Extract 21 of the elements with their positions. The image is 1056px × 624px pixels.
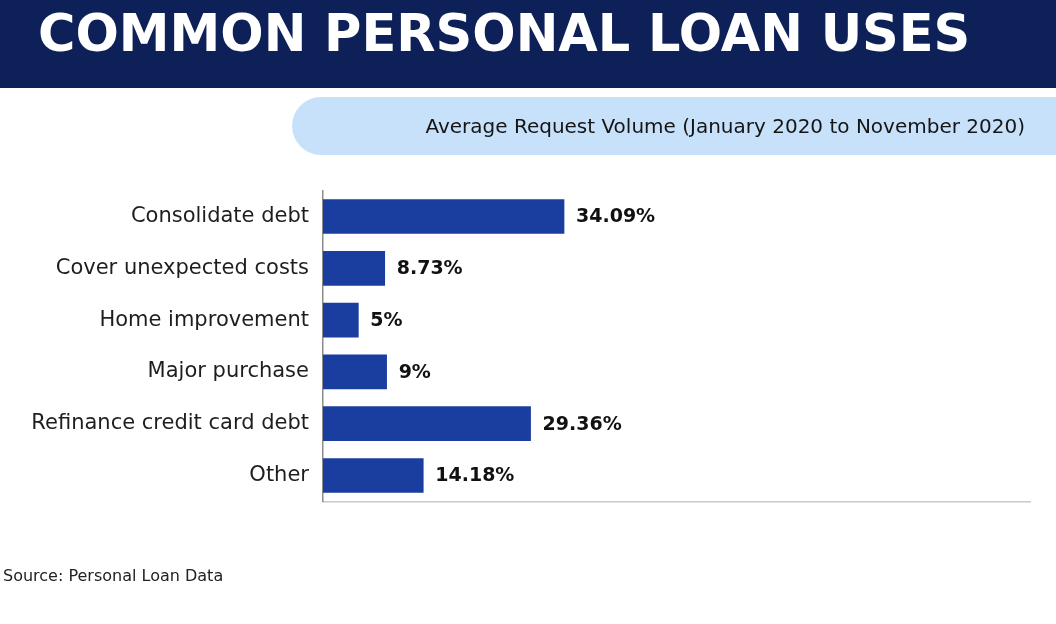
y-tick-label: Cover unexpected costs — [55, 254, 309, 279]
bar — [323, 199, 565, 234]
bar — [323, 354, 387, 390]
data-label: 5% — [370, 308, 403, 331]
chart-title: COMMON PERSONAL LOAN USES — [38, 4, 971, 64]
data-label: 14.18% — [435, 463, 515, 486]
data-label: 34.09% — [576, 204, 656, 227]
data-label: 8.73% — [396, 256, 463, 279]
data-label: 29.36% — [542, 411, 622, 434]
y-tick-label: Consolidate debt — [130, 202, 309, 227]
data-label: 9% — [398, 359, 431, 382]
y-tick-label: Major purchase — [147, 358, 309, 383]
y-tick-label: Home improvement — [99, 306, 309, 331]
bar — [323, 458, 424, 493]
chart-subtitle: Average Request Volume (January 2020 to November 2020) — [425, 113, 1025, 140]
y-tick-label: Refinance credit card debt — [31, 410, 309, 435]
bar — [323, 406, 531, 442]
y-tick-label: Other — [249, 461, 310, 486]
source-note: Source: Personal Loan Data — [3, 566, 224, 585]
bar — [323, 302, 359, 338]
bar — [323, 250, 386, 286]
